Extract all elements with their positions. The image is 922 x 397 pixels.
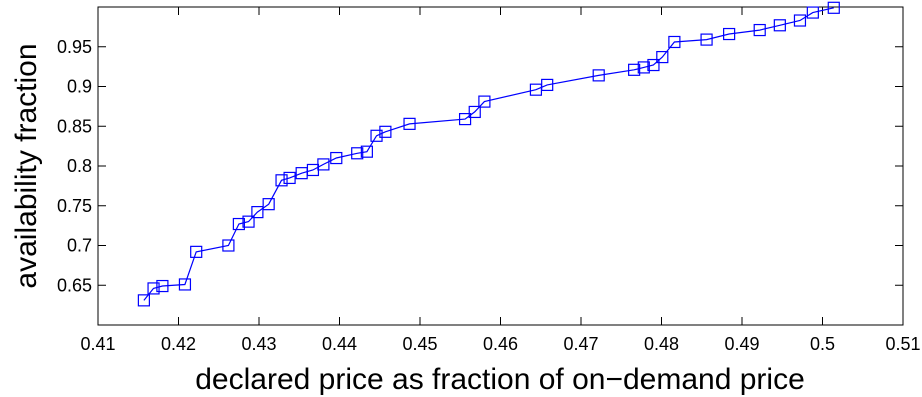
data-point-marker <box>222 239 235 252</box>
data-point-marker <box>283 171 296 185</box>
y-tick-label: 0.65 <box>57 275 92 295</box>
data-point-marker <box>592 69 605 82</box>
data-point-marker <box>242 215 255 228</box>
data-point-marker <box>370 129 383 142</box>
data-point-marker <box>753 23 766 37</box>
data-point-marker <box>827 1 840 14</box>
data-point-marker <box>647 58 660 72</box>
y-tick-label: 0.75 <box>57 196 92 216</box>
x-axis: 0.41 0.42 0.43 0.44 0.45 0.46 0.47 0.48 0.49 0.5 0… <box>80 7 921 354</box>
x-tick-label: 0.5 <box>810 334 835 354</box>
data-point-marker <box>793 14 807 27</box>
y-tick-label: 0.9 <box>67 77 92 97</box>
data-point-marker <box>147 282 160 295</box>
x-tick-label: 0.45 <box>402 334 437 354</box>
x-tick-label: 0.43 <box>241 334 276 354</box>
x-tick-label: 0.41 <box>80 334 115 354</box>
x-axis-title: declared price as fraction of on−demand … <box>195 363 805 396</box>
data-point-marker <box>668 35 681 49</box>
data-point-marker <box>317 158 330 171</box>
x-tick-label: 0.44 <box>322 334 357 354</box>
x-tick-label: 0.47 <box>563 334 598 354</box>
x-tick-label: 0.49 <box>724 334 759 354</box>
x-tick-label: 0.51 <box>885 334 920 354</box>
series-line <box>143 7 834 301</box>
plot-area <box>97 6 904 326</box>
data-point-marker <box>156 279 169 293</box>
data-point-marker <box>360 145 373 158</box>
data-point-marker <box>262 198 275 211</box>
data-point-marker <box>478 95 491 108</box>
data-point-marker <box>379 125 392 138</box>
series-layer <box>137 1 840 307</box>
data-point-marker <box>178 278 192 291</box>
data-point-marker <box>275 174 288 187</box>
data-point-marker <box>656 50 669 64</box>
data-point-marker <box>190 245 203 258</box>
x-tick-label: 0.46 <box>483 334 518 354</box>
y-axis-title: availability fraction <box>10 43 43 288</box>
x-tick-label: 0.48 <box>644 334 679 354</box>
y-tick-label: 0.8 <box>67 156 92 176</box>
data-point-marker <box>351 147 364 160</box>
data-point-marker <box>468 105 481 119</box>
data-point-marker <box>251 206 264 219</box>
data-point-marker <box>137 294 150 307</box>
data-point-marker <box>637 61 650 74</box>
y-tick-label: 0.85 <box>57 116 92 136</box>
data-point-marker <box>403 117 416 130</box>
data-point-marker <box>773 19 786 32</box>
x-tick-label: 0.42 <box>161 334 196 354</box>
data-point-marker <box>700 33 713 46</box>
data-point-marker <box>458 112 472 126</box>
data-point-marker <box>232 217 245 231</box>
data-point-marker <box>806 6 819 19</box>
data-point-marker <box>330 151 343 165</box>
y-tick-label: 0.7 <box>67 236 92 256</box>
y-axis: 0.65 0.7 0.75 0.8 0.85 0.9 0.95 <box>57 37 903 295</box>
data-point-marker <box>628 63 641 76</box>
data-point-marker <box>541 78 554 92</box>
data-point-marker <box>723 27 736 41</box>
y-tick-label: 0.95 <box>57 37 92 57</box>
